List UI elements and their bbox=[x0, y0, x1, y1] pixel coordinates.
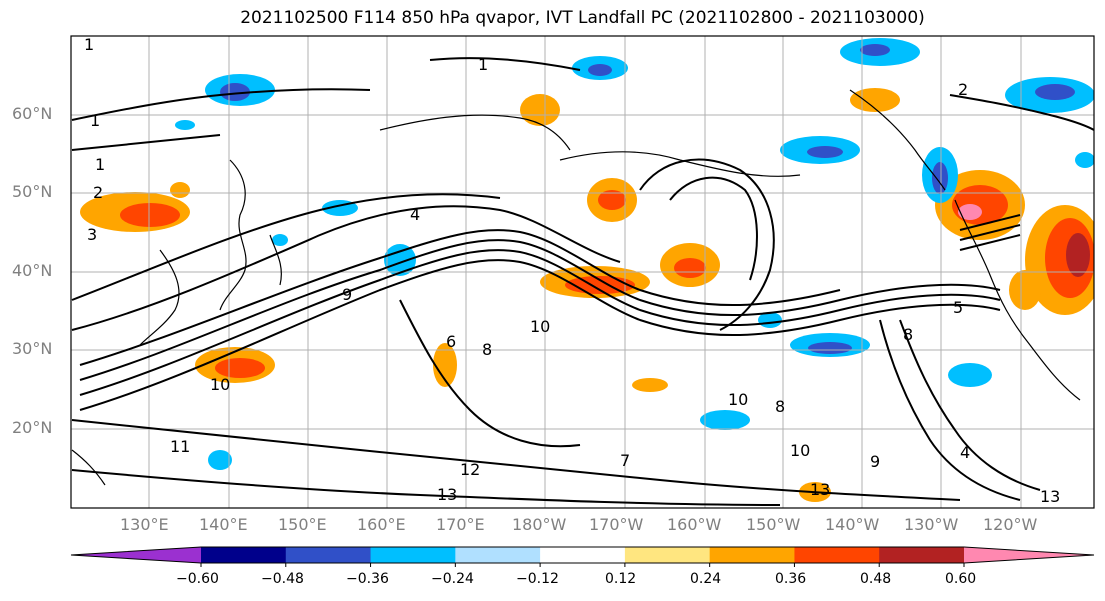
colorbar-extend-max bbox=[964, 547, 1094, 563]
colorbar-segment bbox=[285, 547, 372, 563]
contour-label: 10 bbox=[728, 390, 748, 409]
colorbar-segment bbox=[455, 547, 541, 563]
colorbar-segment bbox=[624, 547, 711, 563]
contour-label: 10 bbox=[210, 375, 230, 394]
colorbar-segment bbox=[709, 547, 795, 563]
colorbar-tick-label: 0.60 bbox=[945, 571, 977, 587]
contour-label: 7 bbox=[620, 451, 630, 470]
contour-label: 1 bbox=[84, 35, 94, 54]
lat-label: 50°N bbox=[12, 182, 53, 201]
lon-label: 160°E bbox=[357, 515, 406, 534]
contour-label: 9 bbox=[870, 452, 880, 471]
colorbar-tick-label: 0.12 bbox=[605, 571, 637, 587]
colorbar-tick-label: 0.24 bbox=[690, 571, 722, 587]
lon-label: 130°W bbox=[904, 515, 959, 534]
contour-label: 8 bbox=[482, 340, 492, 359]
contour-label: 4 bbox=[960, 443, 970, 462]
lon-label: 170°E bbox=[436, 515, 485, 534]
lon-label: 140°E bbox=[199, 515, 248, 534]
positive-anomaly-shading bbox=[80, 88, 1094, 502]
contour-label: 11 bbox=[170, 437, 190, 456]
lon-label: 120°W bbox=[983, 515, 1038, 534]
contour-label: 12 bbox=[460, 460, 480, 479]
colorbar-tick-label: −0.48 bbox=[261, 571, 304, 587]
colorbar-segment bbox=[879, 547, 965, 563]
contour-label: 5 bbox=[953, 298, 963, 317]
lon-label: 140°W bbox=[825, 515, 880, 534]
lat-label: 60°N bbox=[12, 104, 53, 123]
colorbar-tick-label: 0.48 bbox=[860, 571, 892, 587]
lon-label: 170°W bbox=[589, 515, 644, 534]
contour-label: 10 bbox=[790, 441, 810, 460]
colorbar-tick-label: −0.60 bbox=[176, 571, 219, 587]
contour-labels: 1 1 1 1 2 2 3 4 5 6 8 8 8 9 10 10 10 10 … bbox=[84, 35, 1060, 506]
lat-label: 20°N bbox=[12, 418, 53, 437]
lon-label: 150°E bbox=[278, 515, 327, 534]
contour-label: 13 bbox=[1040, 487, 1060, 506]
contour-label: 9 bbox=[342, 285, 352, 304]
contour-label: 1 bbox=[95, 155, 105, 174]
lat-label: 30°N bbox=[12, 339, 53, 358]
contour-label: 13 bbox=[437, 485, 457, 504]
lon-label: 130°E bbox=[120, 515, 169, 534]
colorbar-tick-label: −0.36 bbox=[346, 571, 389, 587]
contour-label: 1 bbox=[90, 111, 100, 130]
contour-label: 2 bbox=[93, 183, 103, 202]
colorbar-tick-label: −0.12 bbox=[516, 571, 559, 587]
negative-anomaly-shading bbox=[175, 38, 1094, 470]
map-title: 2021102500 F114 850 hPa qvapor, IVT Land… bbox=[240, 8, 925, 28]
contour-label: 6 bbox=[446, 332, 456, 351]
lon-label: 160°W bbox=[667, 515, 722, 534]
map-frame bbox=[70, 35, 1095, 509]
colorbar-segment bbox=[794, 547, 880, 563]
contour-label: 8 bbox=[775, 397, 785, 416]
lon-label: 180°W bbox=[512, 515, 567, 534]
contour-label: 3 bbox=[87, 225, 97, 244]
contour-label: 4 bbox=[410, 205, 420, 224]
colorbar-extend-min bbox=[71, 547, 201, 563]
lon-label: 150°W bbox=[746, 515, 801, 534]
colorbar bbox=[70, 546, 1095, 567]
contour-lines bbox=[71, 57, 1094, 506]
colorbar-segment bbox=[540, 547, 626, 563]
colorbar-segment bbox=[201, 547, 287, 563]
colorbar-tick-label: −0.24 bbox=[431, 571, 474, 587]
colorbar-segment bbox=[370, 547, 456, 563]
graticule bbox=[71, 36, 1094, 508]
contour-label: 13 bbox=[810, 480, 830, 499]
contour-label: 1 bbox=[478, 55, 488, 74]
contour-label: 10 bbox=[530, 317, 550, 336]
lat-label: 40°N bbox=[12, 261, 53, 280]
contour-label: 2 bbox=[958, 80, 968, 99]
colorbar-tick-label: 0.36 bbox=[775, 571, 807, 587]
contour-label: 8 bbox=[903, 325, 913, 344]
